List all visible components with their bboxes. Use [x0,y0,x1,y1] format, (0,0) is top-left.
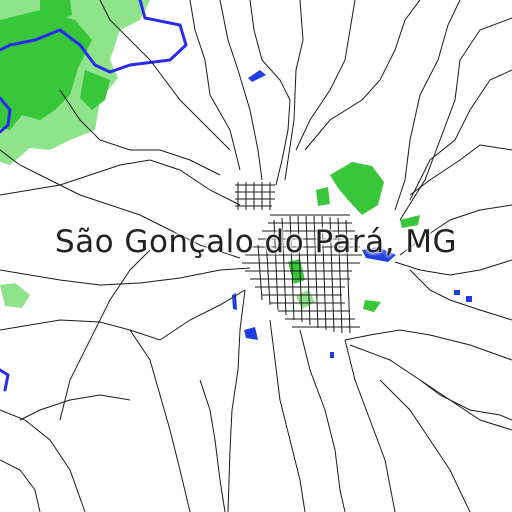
map-title: São Gonçalo do Pará, MG [54,224,458,260]
forest-area [80,70,110,110]
road-line [304,0,421,151]
road-line [409,144,512,196]
road-line [295,0,356,151]
vegetation-areas [0,0,420,312]
lake [248,70,266,82]
forest-area [330,162,384,215]
road-line [129,329,191,512]
forest-area [316,187,330,206]
road-line [59,89,221,176]
road-line [0,267,251,286]
river-line [0,0,188,74]
road-line [0,289,246,341]
road-line [59,249,151,421]
forest-area [296,290,315,309]
road-line [249,0,291,186]
road-line [189,0,241,171]
road-line [344,329,512,361]
forest-area [40,0,72,22]
lake [330,352,334,358]
road-line [199,379,226,512]
river-line [0,368,10,392]
rivers [0,0,188,392]
road-line [409,69,512,201]
road-line [379,379,471,512]
lake [244,327,258,340]
forest-area [0,283,30,308]
lake [466,296,472,302]
road-line [299,329,346,512]
lake [454,290,460,295]
road-line [399,17,512,221]
road-line [419,379,512,421]
road-line [0,409,86,512]
road-line [99,0,231,151]
road-line [394,0,461,211]
road-line [284,0,304,181]
river-line [0,96,12,134]
road-line [344,339,396,512]
road-line [0,149,241,259]
lake [362,247,396,262]
road-line [409,269,512,321]
road-line [0,459,41,512]
road-line [219,0,263,181]
road-line [349,344,512,431]
water-bodies [232,70,472,358]
forest-area [0,10,92,130]
road-line [0,159,241,206]
town-grid [235,182,362,334]
road-line [227,289,246,512]
road-line [399,204,512,256]
road-line [394,259,512,276]
forest-area [400,215,420,228]
road-line [19,394,131,421]
road-line [269,319,306,512]
forest-area [363,300,381,312]
